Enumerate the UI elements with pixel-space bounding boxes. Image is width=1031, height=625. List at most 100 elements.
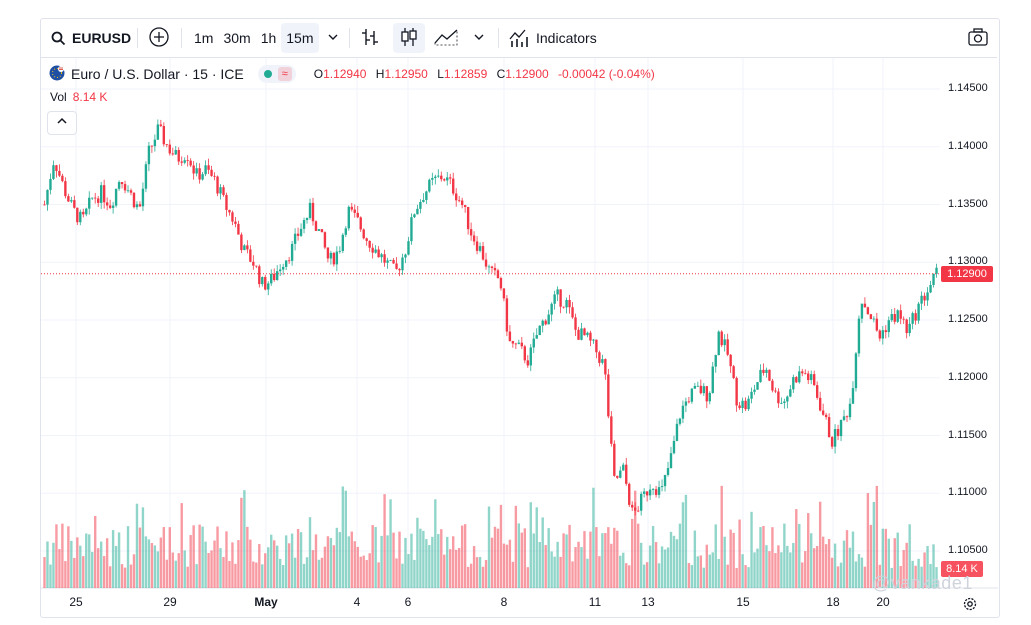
indicators-button[interactable]: Indicators xyxy=(508,19,597,57)
price-tick-label: 1.12500 xyxy=(948,313,988,325)
candle-body xyxy=(91,197,94,199)
candle-body xyxy=(371,247,374,253)
volume-bar xyxy=(592,487,595,588)
volume-bar xyxy=(929,563,932,588)
time-tick-label: 4 xyxy=(353,595,361,609)
candle-body xyxy=(150,145,154,147)
candle-body xyxy=(854,353,858,389)
candle-body xyxy=(201,174,204,180)
volume-bar xyxy=(365,560,368,588)
candle-body xyxy=(317,229,321,231)
area-style-button[interactable] xyxy=(433,19,485,57)
candle-body xyxy=(684,401,688,406)
snapshot-button[interactable] xyxy=(967,19,989,57)
volume-bar xyxy=(446,536,449,588)
volume-bar xyxy=(311,550,315,588)
volume-bar xyxy=(231,542,234,588)
candle-body xyxy=(532,338,535,348)
candle-body xyxy=(234,221,237,224)
volume-bar xyxy=(881,528,884,588)
axis-settings-button[interactable] xyxy=(962,596,978,617)
volume-bar xyxy=(389,499,392,588)
candle-body xyxy=(362,229,365,239)
chart-legend: Euro / U.S. Dollar · 15 · ICE ≈ O1.12940… xyxy=(49,64,661,84)
low-value: 1.12859 xyxy=(443,67,488,81)
volume-bar xyxy=(619,555,622,588)
volume-bar xyxy=(672,535,676,588)
volume-bar xyxy=(407,554,410,588)
candle-body xyxy=(270,273,273,284)
candle-body xyxy=(344,228,347,235)
collapse-legend-button[interactable] xyxy=(47,111,77,135)
candle-body xyxy=(481,246,485,260)
candle-body xyxy=(672,440,676,454)
timeframe-dropdown-icon[interactable] xyxy=(327,30,339,46)
candle-body xyxy=(341,234,345,251)
timeframe-1h[interactable]: 1h xyxy=(260,30,277,46)
volume-bar xyxy=(264,553,267,588)
volume-bar xyxy=(747,567,750,588)
bar-style-button[interactable] xyxy=(359,19,381,57)
candle-body xyxy=(368,240,371,248)
candle-body xyxy=(813,374,816,386)
volume-bar xyxy=(824,544,828,588)
candle-body xyxy=(914,313,917,321)
timeframe-30m[interactable]: 30m xyxy=(223,30,251,46)
candle-body xyxy=(741,400,744,408)
volume-bar xyxy=(317,559,321,588)
candle-body xyxy=(544,320,547,325)
candle-body xyxy=(76,207,79,223)
candle-body xyxy=(604,359,607,375)
candle-body xyxy=(625,464,628,484)
volume-bar xyxy=(234,563,237,588)
candle-body xyxy=(613,443,616,476)
candle-body xyxy=(645,491,649,496)
symbol-search-button[interactable]: EURUSD xyxy=(51,19,131,57)
chart-type-dropdown-icon[interactable] xyxy=(473,30,485,46)
volume-bar xyxy=(854,561,858,588)
chart-toolbar: EURUSD 1m 30m 1h 15m xyxy=(41,19,997,58)
volume-bar xyxy=(604,533,607,588)
candle-body xyxy=(138,204,142,207)
candle-body xyxy=(284,260,288,267)
volume-bar xyxy=(505,544,509,588)
volume-bar xyxy=(162,527,166,588)
candle-body xyxy=(651,489,655,490)
volume-bar xyxy=(675,539,679,588)
volume-bar xyxy=(281,564,285,588)
volume-bar xyxy=(147,539,151,588)
volume-bar xyxy=(830,557,834,588)
candle-body xyxy=(82,211,85,215)
candle-body xyxy=(195,168,198,174)
candle-body xyxy=(183,160,186,163)
volume-bar xyxy=(666,547,670,588)
candle-body xyxy=(818,397,822,411)
volume-bar xyxy=(296,528,300,588)
candles-button[interactable] xyxy=(393,23,425,53)
volume-bar xyxy=(789,552,792,588)
timeframe-15m[interactable]: 15m xyxy=(281,23,319,53)
timeframe-1m[interactable]: 1m xyxy=(194,30,214,46)
candle-body xyxy=(111,205,115,208)
candle-body xyxy=(568,299,571,308)
volume-bar xyxy=(795,509,798,588)
volume-bar xyxy=(926,546,929,588)
compare-symbol-button[interactable] xyxy=(148,19,170,57)
candle-body xyxy=(669,453,673,469)
candle-body xyxy=(833,429,837,447)
candle-body xyxy=(94,197,97,199)
candle-body xyxy=(687,401,691,403)
volume-bar xyxy=(502,543,506,588)
candle-body xyxy=(520,342,524,347)
volume-bar xyxy=(195,564,198,588)
volume-bar xyxy=(52,542,55,588)
candle-body xyxy=(744,400,747,410)
candle-body xyxy=(681,405,685,419)
candle-body xyxy=(529,347,532,366)
candle-body xyxy=(639,493,643,511)
market-status-pill[interactable]: ≈ xyxy=(257,65,296,83)
candle-body xyxy=(726,339,729,355)
volume-bar xyxy=(490,537,494,588)
candle-body xyxy=(425,191,428,200)
